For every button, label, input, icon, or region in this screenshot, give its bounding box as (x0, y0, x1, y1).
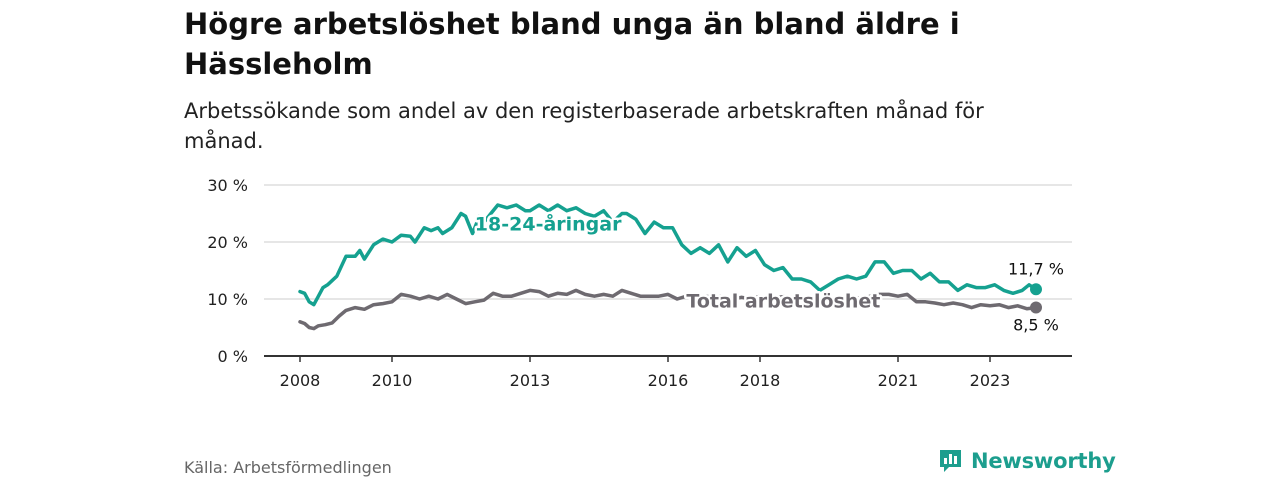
series-label-total: Total arbetslöshet (686, 291, 880, 313)
series-line-total (298, 288, 1038, 331)
x-tick-label: 2018 (740, 371, 781, 390)
series-label-youth: 18-24-åringar (475, 212, 622, 236)
y-tick-label: 10 % (207, 290, 248, 309)
x-tick-label: 2010 (372, 371, 413, 390)
gridlines (264, 184, 1072, 300)
end-label-youth: 11,7 % (1008, 259, 1064, 278)
x-tick-label: 2016 (648, 371, 689, 390)
y-tick-label: 0 % (218, 347, 248, 366)
series-labels: 18-24-åringar 11,7 % Total arbetslöshet 8,5… (472, 209, 1066, 336)
end-label-total: 8,5 % (1013, 316, 1059, 335)
newsworthy-logo[interactable]: Newsworthy (938, 448, 1116, 473)
line-chart: 0 % 10 % 20 % 30 % 2008 2010 2013 2016 2018 2021… (207, 176, 1072, 390)
source-note: Källa: Arbetsförmedlingen (184, 458, 392, 477)
series-lines (298, 203, 1042, 331)
chart-title: Högre arbetslöshet bland unga än bland ä… (184, 7, 960, 81)
end-point-total (1030, 301, 1042, 314)
x-axis: 2008 2010 2013 2016 2018 2021 2023 (264, 355, 1072, 390)
bar-chart-icon (940, 450, 961, 472)
logo-text: Newsworthy (971, 448, 1116, 473)
y-axis: 0 % 10 % 20 % 30 % (207, 176, 248, 366)
series-line-youth (298, 203, 1038, 307)
y-tick-label: 20 % (207, 233, 248, 252)
end-point-youth (1030, 283, 1042, 296)
y-tick-label: 30 % (207, 176, 248, 195)
chart-subtitle: Arbetssökande som andel av den registerb… (184, 99, 984, 153)
x-tick-label: 2023 (970, 371, 1011, 390)
x-tick-label: 2021 (878, 371, 919, 390)
x-tick-label: 2008 (280, 371, 321, 390)
x-tick-label: 2013 (510, 371, 551, 390)
